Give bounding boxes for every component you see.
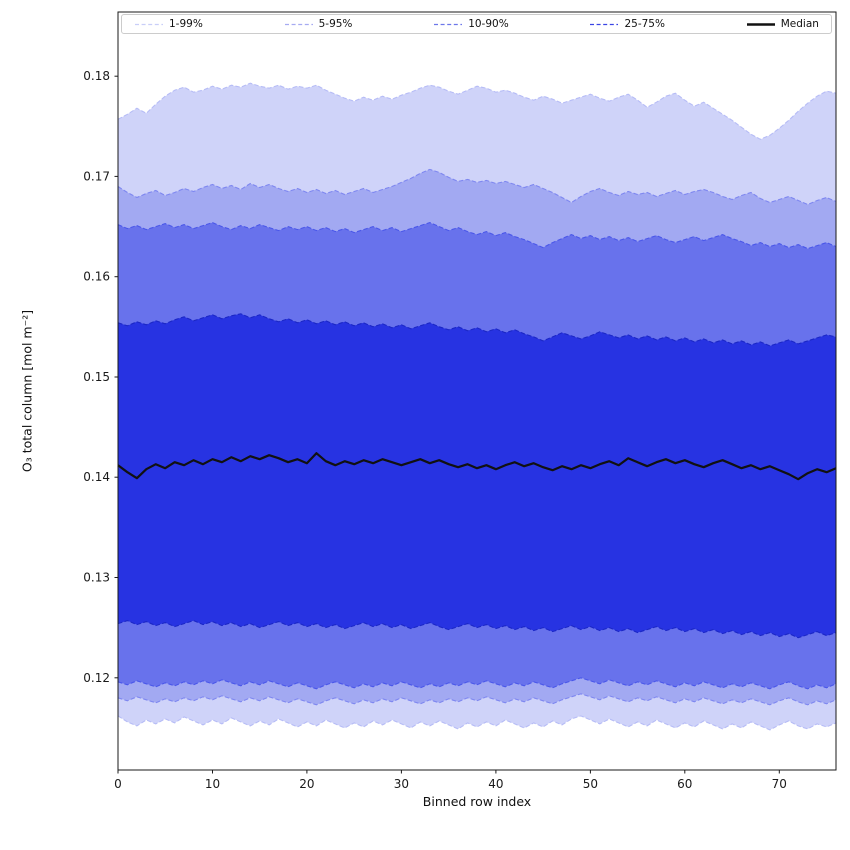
legend-item-25-75: 25-75% [589, 19, 665, 30]
legend-line-sample [590, 23, 619, 25]
band-25-75% [118, 313, 836, 638]
y-tick-label: 0.14 [83, 470, 110, 484]
band-edge-upper-5-95% [117, 168, 837, 206]
x-tick-label: 30 [394, 777, 409, 791]
x-tick-label: 60 [677, 777, 692, 791]
y-tick-label: 0.15 [83, 370, 110, 384]
x-tick-label: 50 [583, 777, 598, 791]
y-tick-label: 0.12 [83, 671, 110, 685]
legend-label: 25-75% [624, 17, 665, 30]
legend-label: 10-90% [468, 17, 509, 30]
band-edge-upper-10-90% [117, 222, 837, 250]
band-edge-upper-25-75% [117, 313, 837, 347]
legend-label: 5-95% [318, 17, 353, 30]
y-axis-label: O₃ total column [mol m⁻²] [19, 309, 35, 473]
x-tick-label: 0 [114, 777, 122, 791]
y-tick-label: 0.17 [83, 169, 110, 183]
legend-line-sample [284, 23, 313, 25]
legend-line-sample [746, 22, 775, 26]
y-tick-label: 0.18 [83, 69, 110, 83]
legend: 1-99% 5-95% 10-90% 25-75% Median [121, 14, 832, 34]
legend-item-1-99: 1-99% [134, 19, 203, 30]
median-line [117, 452, 837, 481]
plot-frame [117, 11, 837, 771]
x-axis-label: Binned row index [422, 794, 532, 809]
legend-label: Median [780, 17, 819, 30]
band-edge-lower-1-99% [117, 715, 837, 731]
x-tick-label: 20 [299, 777, 314, 791]
band-edge-lower-25-75% [117, 620, 837, 639]
x-tick-label: 40 [488, 777, 503, 791]
x-tick-label: 70 [772, 777, 787, 791]
x-tick-label: 10 [205, 777, 220, 791]
legend-item-5-95: 5-95% [284, 17, 353, 30]
legend-item-10-90: 10-90% [433, 19, 509, 30]
legend-line-sample [135, 23, 163, 25]
legend-item-median: Median [746, 19, 819, 30]
legend-line-sample [434, 23, 463, 25]
legend-label: 1-99% [169, 17, 203, 30]
band-edge-upper-1-99% [117, 82, 837, 140]
y-tick-label: 0.16 [83, 270, 110, 284]
y-tick-label: 0.13 [83, 571, 110, 585]
